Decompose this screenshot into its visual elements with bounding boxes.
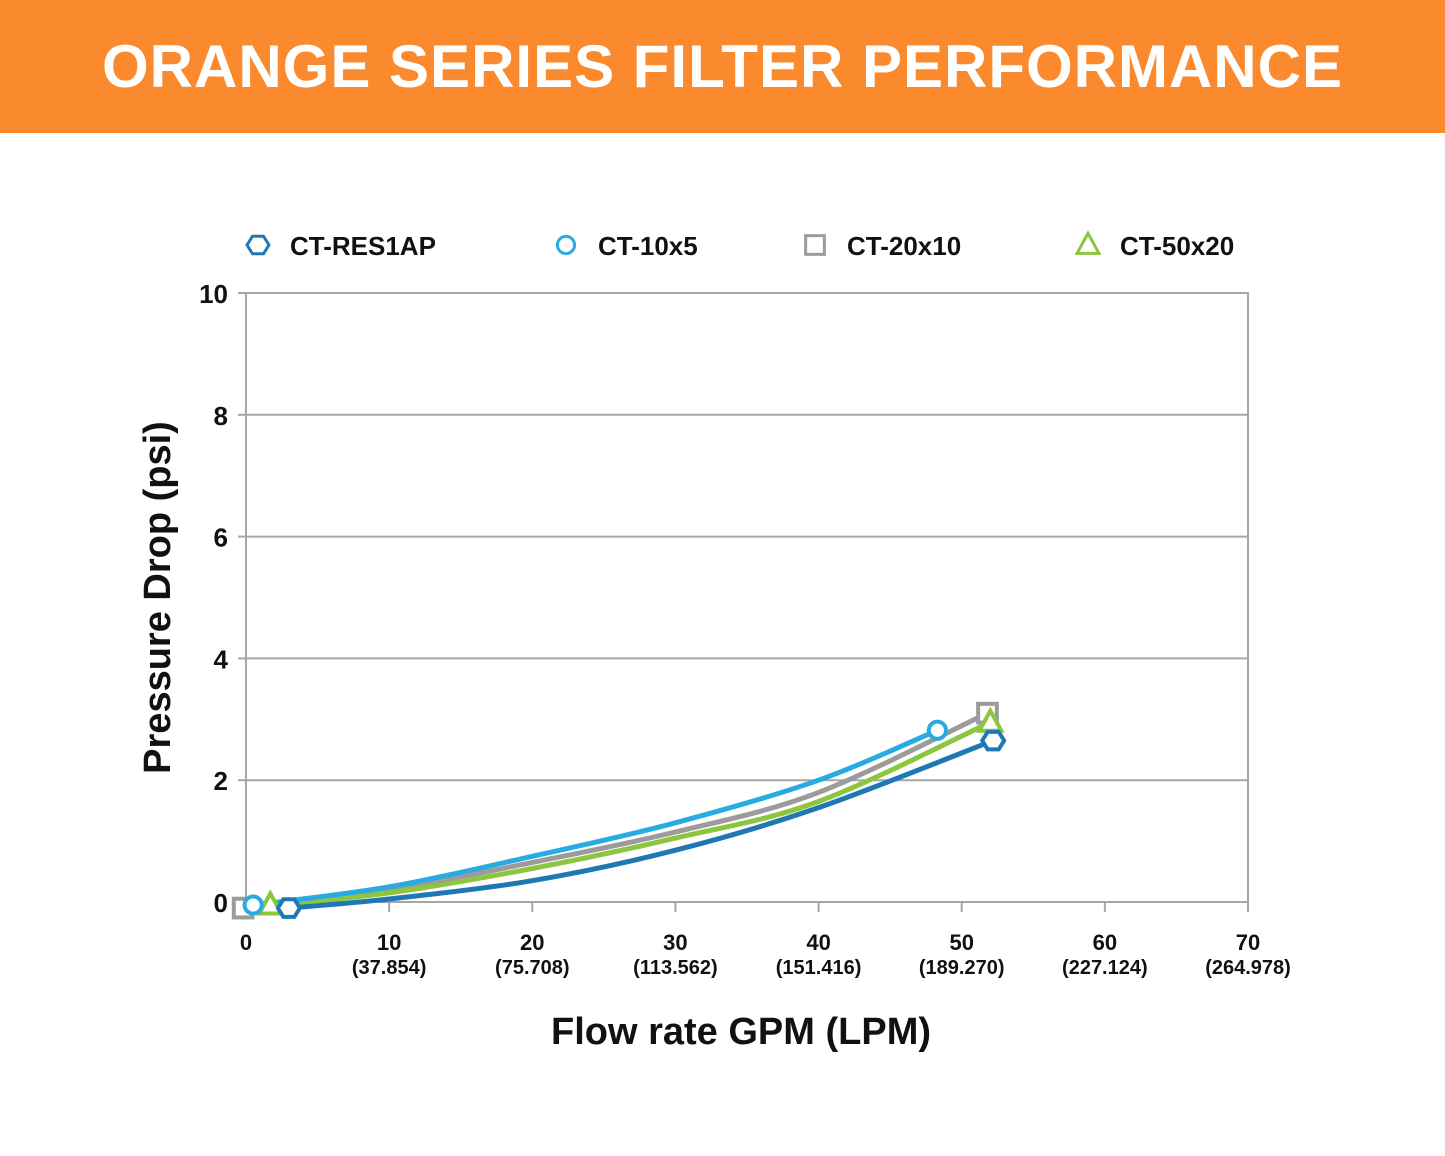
x-tick-label: 10 bbox=[377, 930, 401, 955]
series-line-ct-10x5 bbox=[250, 727, 940, 908]
x-axis-ticks: 0 10(37.854) 20(75.708) 30(113.562) 40(151.4… bbox=[240, 902, 1291, 979]
legend-marker-circle-icon bbox=[555, 234, 577, 256]
x-tick-label: 50 bbox=[949, 930, 973, 955]
legend-label: CT-50x20 bbox=[1120, 231, 1234, 261]
y-tick-label: 4 bbox=[214, 644, 229, 674]
data-point-ct-10x5 bbox=[242, 894, 264, 916]
data-point-ct-res1ap bbox=[979, 729, 1007, 752]
x-tick-sublabel: (37.854) bbox=[352, 957, 427, 979]
data-point-ct-res1ap bbox=[275, 897, 303, 919]
legend-marker-square-icon bbox=[804, 234, 826, 256]
y-tick-label: 10 bbox=[199, 279, 228, 309]
x-tick-sublabel: (75.708) bbox=[495, 957, 570, 979]
x-tick-label: 0 bbox=[240, 930, 252, 955]
legend-label: CT-20x10 bbox=[847, 231, 961, 261]
y-tick-label: 2 bbox=[214, 766, 228, 796]
legend-marker-hexagon-icon bbox=[245, 234, 271, 256]
x-tick-label: 40 bbox=[806, 930, 830, 955]
plot-frame bbox=[245, 292, 1249, 903]
series-line-ct-50x20 bbox=[267, 719, 993, 908]
legend-label: CT-10x5 bbox=[598, 231, 698, 261]
x-tick-sublabel: (189.270) bbox=[919, 957, 1005, 979]
x-tick-sublabel: (264.978) bbox=[1205, 957, 1291, 979]
series-line-ct-20x10 bbox=[240, 710, 990, 911]
x-tick-label: 20 bbox=[520, 930, 544, 955]
x-tick-label: 70 bbox=[1236, 930, 1260, 955]
y-tick-label: 6 bbox=[214, 523, 228, 553]
y-axis-ticks: 0 2 4 6 8 10 bbox=[199, 279, 246, 918]
legend-label: CT-RES1AP bbox=[290, 231, 436, 261]
title-banner: ORANGE SERIES FILTER PERFORMANCE bbox=[0, 0, 1445, 133]
grid-lines bbox=[246, 413, 1248, 782]
legend: CT-RES1AP CT-10x5 CT-20x10 CT-50x20 bbox=[245, 230, 1234, 261]
x-tick-label: 60 bbox=[1093, 930, 1117, 955]
x-tick-label: 30 bbox=[663, 930, 687, 955]
x-axis-label: Flow rate GPM (LPM) bbox=[551, 1011, 931, 1053]
series-line-ct-res1ap bbox=[286, 738, 996, 911]
x-tick-sublabel: (151.416) bbox=[776, 957, 862, 979]
x-tick-sublabel: (227.124) bbox=[1062, 957, 1148, 979]
y-tick-label: 8 bbox=[214, 401, 228, 431]
legend-marker-triangle-icon bbox=[1074, 230, 1102, 255]
page-title: ORANGE SERIES FILTER PERFORMANCE bbox=[102, 33, 1343, 100]
y-tick-label: 0 bbox=[214, 888, 228, 918]
x-tick-sublabel: (113.562) bbox=[633, 957, 718, 979]
y-axis-label: Pressure Drop (psi) bbox=[137, 421, 179, 774]
data-point-ct-10x5 bbox=[926, 719, 948, 741]
series-lines bbox=[231, 701, 1007, 920]
